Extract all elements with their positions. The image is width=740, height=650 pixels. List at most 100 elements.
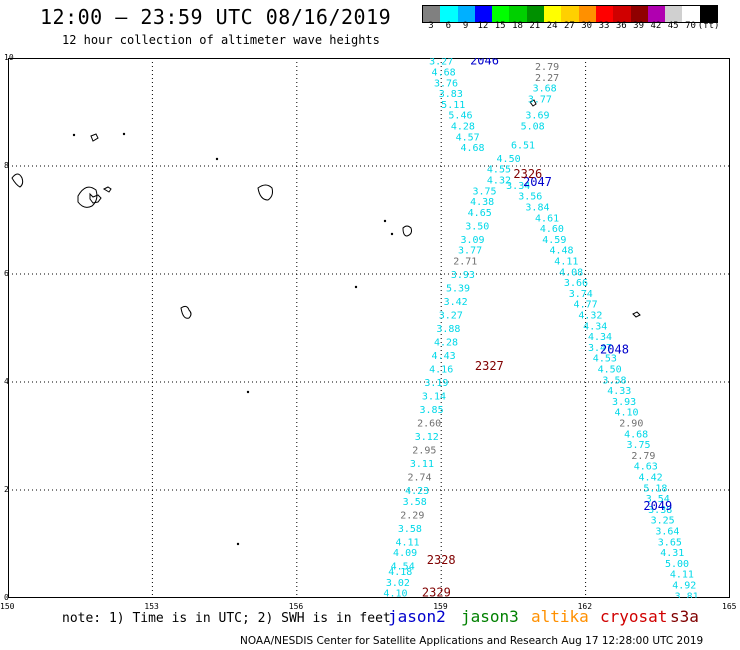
wave-height-reading: 2.29 [400,510,424,521]
wave-height-reading: 4.18 [388,567,412,578]
colorbar-tick-label: 12 [477,21,489,31]
x-tick-label: 165 [722,602,737,611]
wave-height-reading: 2.79 [535,62,559,73]
y-tick-label: 8 [4,161,9,170]
wave-height-reading: 3.77 [528,95,552,106]
credit-line: NOAA/NESDIS Center for Satellite Applica… [240,635,704,647]
wave-height-reading: 3.93 [612,397,636,408]
wave-height-reading: 3.64 [655,527,679,538]
wave-height-reading: 2.79 [631,451,655,462]
wave-height-reading: 4.10 [614,408,638,419]
wave-height-reading: 4.11 [554,257,578,268]
wave-height-reading: 4.60 [540,224,564,235]
wave-height-reading: 4.55 [487,165,511,176]
colorbar-tick-label: 45 [667,21,679,31]
wave-height-reading: 4.59 [542,235,566,246]
colorbar-swatch [423,6,441,22]
wave-height-reading: 4.10 [383,589,407,598]
wave-height-reading: 3.25 [651,516,675,527]
islet [215,157,219,161]
legend-item-jason2: jason2 [388,607,446,626]
wave-height-reading: 3.84 [525,203,549,214]
y-tick-label: 4 [4,377,9,386]
wave-height-reading: 4.50 [497,154,521,165]
pass-id-label: 2048 [600,343,629,357]
colorbar [422,5,719,23]
island [529,99,537,107]
wave-height-reading: 4.34 [583,321,607,332]
wave-height-reading: 4.32 [578,311,602,322]
colorbar-swatch [578,6,596,22]
wave-height-reading: 3.88 [436,324,460,335]
wave-height-reading: 4.57 [456,132,480,143]
wave-height-reading: 3.93 [451,270,475,281]
wave-height-reading: 3.85 [420,405,444,416]
wave-height-reading: 3.54 [646,494,670,505]
wave-height-reading: 3.50 [465,221,489,232]
wave-height-reading: 3.77 [458,246,482,257]
colorbar-swatch [561,6,579,22]
colorbar-tick-label: 70 [685,21,696,31]
wave-height-reading: 3.34 [506,181,530,192]
y-tick-label: 2 [4,485,9,494]
islet [246,390,250,394]
legend-item-jason3: jason3 [461,607,519,626]
colorbar-tick-label: 39 [633,21,645,31]
colorbar-tick-label: 3 [428,21,434,31]
wave-height-reading: 4.54 [391,562,415,573]
wave-height-reading: 4.31 [660,548,684,559]
wave-height-reading: 5.00 [665,559,689,570]
islet [122,132,126,136]
island [11,173,24,188]
wave-height-reading: 3.58 [398,524,422,535]
wave-height-reading: 4.77 [574,300,598,311]
y-tick-label: 6 [4,269,9,278]
wave-height-reading: 3.27 [429,58,453,68]
wave-height-reading: 3.58 [602,375,626,386]
wave-height-reading: 2.90 [619,419,643,430]
wave-height-reading: 4.34 [588,332,612,343]
pass-id-label: 2329 [422,586,451,598]
colorbar-tick-label: 36 [615,21,627,31]
wave-height-reading: 3.19 [424,378,448,389]
colorbar-swatch [509,6,527,22]
x-tick-label: 162 [577,602,593,611]
colorbar-swatch [630,6,648,22]
legend-item-cryosat: cryosat [600,607,668,626]
y-tick-label: 0 [4,593,9,602]
wave-height-reading: 3.14 [422,392,446,403]
wave-height-reading: 3.74 [569,289,593,300]
map-subtitle: 12 hour collection of altimeter wave hei… [62,33,380,47]
x-tick-label: 150 [0,602,15,611]
plot-frame [8,58,730,598]
wave-height-reading: 3.38 [648,505,672,516]
colorbar-swatch [440,6,458,22]
pass-id-label: 2326 [513,167,542,181]
wave-height-reading: 2.74 [407,473,431,484]
wave-height-reading: 4.68 [432,68,456,79]
islet [72,133,76,137]
wave-height-reading: 5.39 [446,284,470,295]
colorbar-tick-label: 21 [529,21,541,31]
island [77,186,98,208]
island [102,186,112,193]
wave-height-reading: 4.11 [670,570,694,581]
colorbar-swatch [595,6,614,22]
wave-height-reading: 6.51 [511,140,535,151]
wave-height-reading: 4.28 [434,338,458,349]
wave-height-reading: 5.08 [521,122,545,133]
wave-height-reading: 4.68 [624,429,648,440]
wave-height-reading: 4.11 [395,537,419,548]
wave-height-reading: 3.02 [386,578,410,589]
islet [390,232,394,236]
colorbar-swatch [474,6,493,22]
colorbar-tick-label: (ft) [697,21,720,31]
colorbar-tick-label: 42 [650,21,662,31]
islet [236,542,240,546]
colorbar-swatch [682,6,700,22]
colorbar-swatch [526,6,545,22]
legend-item-altika: altika [531,607,589,626]
island [402,225,412,237]
wave-height-reading: 4.33 [607,386,631,397]
colorbar-tick-label: 30 [581,21,593,31]
